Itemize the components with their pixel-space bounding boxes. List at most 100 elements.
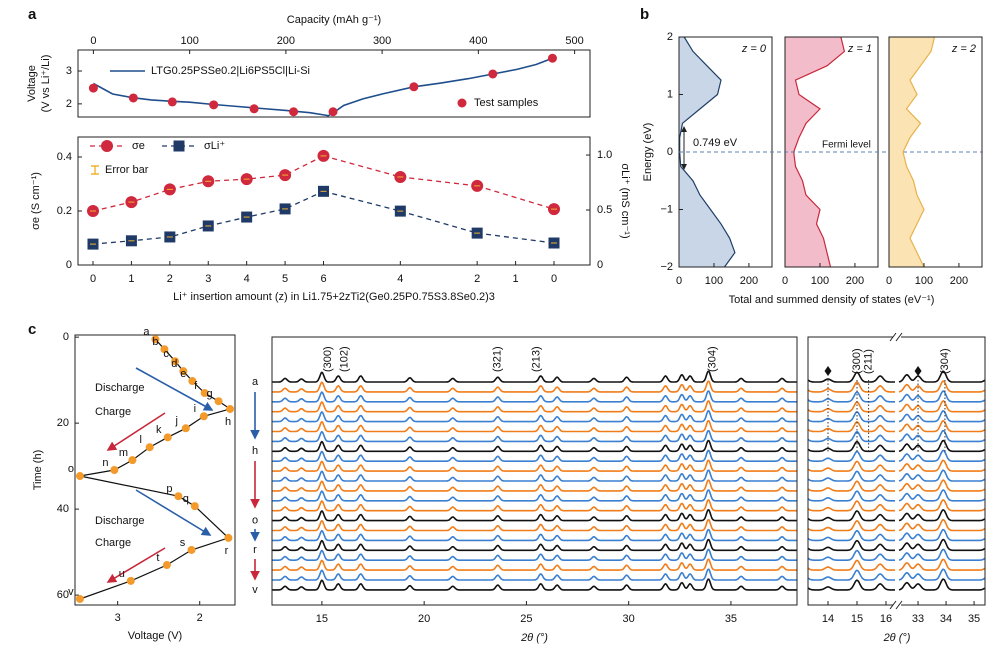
- xrd-trace: [272, 429, 797, 443]
- xrd-trace: [272, 518, 797, 532]
- point-label: c: [163, 348, 169, 360]
- x-tick-label: 5: [282, 273, 288, 285]
- y-tick-label: 0: [66, 259, 72, 271]
- sample-point: [190, 502, 199, 511]
- y-tick-label: 0: [597, 259, 603, 271]
- dos-area: [785, 37, 845, 267]
- sample-point: [226, 404, 235, 413]
- x-tick-label: 0: [676, 275, 682, 287]
- legend-label: σLi⁺: [204, 140, 225, 152]
- x-tick-label: 35: [725, 613, 737, 625]
- sample-point: [199, 412, 208, 421]
- annotation: Charge: [95, 406, 131, 418]
- test-sample: [209, 100, 219, 110]
- x-tick-label: 100: [705, 275, 723, 287]
- xrd-zoom-trace: [898, 509, 986, 522]
- sample-point: [179, 367, 188, 376]
- dashed-connector: [323, 155, 401, 178]
- xrd-trace: [272, 568, 797, 581]
- x-tick-label: 0: [90, 273, 96, 285]
- y-axis-title: (V vs Li⁺/Li): [40, 55, 52, 113]
- xrd-zoom-trace: [807, 579, 895, 591]
- point-label: p: [166, 483, 172, 495]
- xrd-zoom-trace: [807, 559, 895, 571]
- legend-marker: [173, 140, 185, 152]
- xrd-zoom-trace: [807, 539, 895, 552]
- xrd-zoom-trace: [807, 490, 895, 502]
- dashed-line: [93, 191, 554, 244]
- point-label: t: [156, 552, 159, 564]
- test-sample: [249, 104, 259, 114]
- xrd-trace: [272, 558, 797, 571]
- x-tick-label: 15: [316, 613, 328, 625]
- sample-point: [187, 545, 196, 554]
- y-axis-title: Energy (eV): [642, 123, 654, 182]
- xrd-zoom-trace: [807, 460, 895, 472]
- x-tick-label: 34: [940, 613, 952, 625]
- error-bar-icon: [91, 165, 99, 175]
- peak-label: (304): [939, 348, 951, 374]
- row-label: h: [252, 445, 258, 457]
- xrd-trace: [272, 449, 797, 462]
- point-label: h: [225, 416, 231, 428]
- row-label: v: [252, 584, 258, 596]
- x-tick-label: 3: [205, 273, 211, 285]
- point-label: g: [207, 388, 213, 400]
- x-tick-label: 100: [180, 35, 198, 47]
- test-sample: [547, 53, 557, 63]
- dashed-connector: [323, 190, 401, 212]
- x-tick-label: 100: [811, 275, 829, 287]
- point-label: b: [152, 336, 158, 348]
- y-tick-label: 2: [667, 31, 673, 43]
- xrd-zoom-trace: [807, 411, 895, 423]
- annotation: 0.749 eV: [693, 137, 738, 149]
- annotation: Discharge: [95, 515, 145, 527]
- xrd-zoom-trace: [807, 529, 895, 542]
- sample-point: [214, 397, 223, 406]
- peak-label: (300): [851, 348, 863, 374]
- x-tick-label: 33: [912, 613, 924, 625]
- xrd-zoom-trace: [807, 549, 895, 561]
- y-tick-label: −1: [660, 203, 673, 215]
- x-tick-label: 2: [197, 612, 203, 624]
- x-tick-label: 20: [418, 613, 430, 625]
- peak-label: (300): [322, 346, 334, 372]
- x-tick-label: 100: [915, 275, 933, 287]
- xrd-zoom-trace: [898, 548, 986, 561]
- point-label: q: [183, 493, 189, 505]
- point-label: i: [194, 403, 196, 415]
- panel-label: c: [28, 321, 36, 338]
- legend-label: Test samples: [474, 97, 539, 109]
- x-tick-label: 4: [397, 273, 403, 285]
- xrd-zoom-trace: [898, 568, 986, 581]
- xrd-zoom-trace: [898, 449, 986, 462]
- y-axis-title: Voltage: [26, 65, 38, 102]
- xrd-zoom-trace: [898, 469, 986, 482]
- x-tick-label: 30: [623, 613, 635, 625]
- xrd-zoom-trace: [898, 479, 986, 492]
- sample-point: [75, 472, 84, 481]
- y-tick-label: 0.4: [57, 151, 72, 163]
- x-tick-label: 2: [167, 273, 173, 285]
- point-label: d: [171, 358, 177, 370]
- y-tick-label: 0: [63, 331, 69, 343]
- x-tick-label: 300: [373, 35, 391, 47]
- x-tick-label: 200: [277, 35, 295, 47]
- xrd-zoom-trace: [898, 380, 986, 393]
- xrd-trace: [272, 380, 797, 393]
- xrd-trace: [272, 419, 797, 433]
- test-sample: [128, 93, 138, 103]
- xrd-trace: [272, 390, 797, 403]
- x-axis-title: 2θ (°): [520, 632, 548, 644]
- xrd-zoom-trace: [807, 381, 895, 393]
- xrd-zoom-trace: [898, 518, 986, 532]
- y-tick-label: 0: [667, 146, 673, 158]
- x-tick-label: 500: [565, 35, 583, 47]
- xrd-zoom-trace: [898, 400, 986, 413]
- x-axis-title: Total and summed density of states (eV⁻¹…: [729, 294, 935, 306]
- x-tick-label: 400: [469, 35, 487, 47]
- x-tick-label: 16: [880, 613, 892, 625]
- sample-point: [224, 533, 233, 542]
- y2-axis-title: σLi⁺ (mS cm⁻¹): [619, 163, 631, 238]
- legend-marker: [457, 98, 467, 108]
